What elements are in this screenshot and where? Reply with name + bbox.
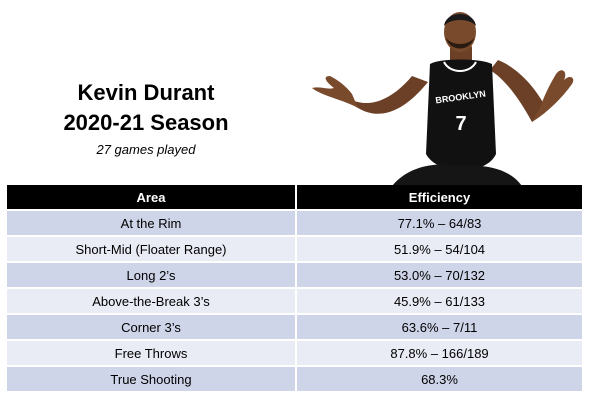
left-hand [312, 76, 358, 108]
jersey-trim [443, 61, 477, 72]
area-cell: True Shooting [7, 365, 297, 391]
efficiency-cell: 87.8% – 166/189 [296, 339, 582, 366]
table-row: Short-Mid (Floater Range) 51.9% – 54/104 [7, 235, 582, 262]
efficiency-column-header: Efficiency [296, 185, 582, 210]
area-cell: Corner 3’s [7, 313, 297, 340]
table-row: True Shooting 68.3% [7, 365, 582, 391]
jersey [426, 59, 496, 171]
hair [444, 14, 476, 26]
player-name: Kevin Durant [77, 80, 215, 105]
area-cell: Long 2’s [7, 261, 297, 288]
right-hand [532, 70, 574, 122]
efficiency-cell: 51.9% – 54/104 [296, 235, 582, 262]
head [444, 12, 476, 52]
games-played: 27 games played [96, 142, 196, 157]
efficiency-cell: 77.1% – 64/83 [296, 209, 582, 236]
efficiency-cell: 68.3% [296, 365, 582, 391]
table-row: Long 2’s 53.0% – 70/132 [7, 261, 582, 288]
area-cell: Short-Mid (Floater Range) [7, 235, 297, 262]
area-cell: Free Throws [7, 339, 297, 366]
table-row: Above-the-Break 3’s 45.9% – 61/133 [7, 287, 582, 314]
table-row: At the Rim 77.1% – 64/83 [7, 209, 582, 236]
title-block: Kevin Durant 2020-21 Season 27 games pla… [0, 78, 292, 160]
shorts [392, 164, 522, 186]
efficiency-cell: 53.0% – 70/132 [296, 261, 582, 288]
beard [446, 38, 474, 49]
right-arm [490, 60, 546, 122]
table-row: Corner 3’s 63.6% – 7/11 [7, 313, 582, 340]
efficiency-cell: 45.9% – 61/133 [296, 287, 582, 314]
player-photo: BROOKLYN 7 [312, 12, 574, 186]
area-cell: Above-the-Break 3’s [7, 287, 297, 314]
efficiency-cell: 63.6% – 7/11 [296, 313, 582, 340]
season-title: 2020-21 Season [63, 110, 229, 135]
area-cell: At the Rim [7, 209, 297, 236]
area-column-header: Area [7, 185, 297, 210]
table-header-row: Area Efficiency [7, 185, 582, 210]
efficiency-table: Area Efficiency At the Rim 77.1% – 64/83… [7, 185, 582, 391]
jersey-number: 7 [455, 113, 466, 135]
left-arm [352, 76, 428, 114]
table-row: Free Throws 87.8% – 166/189 [7, 339, 582, 366]
